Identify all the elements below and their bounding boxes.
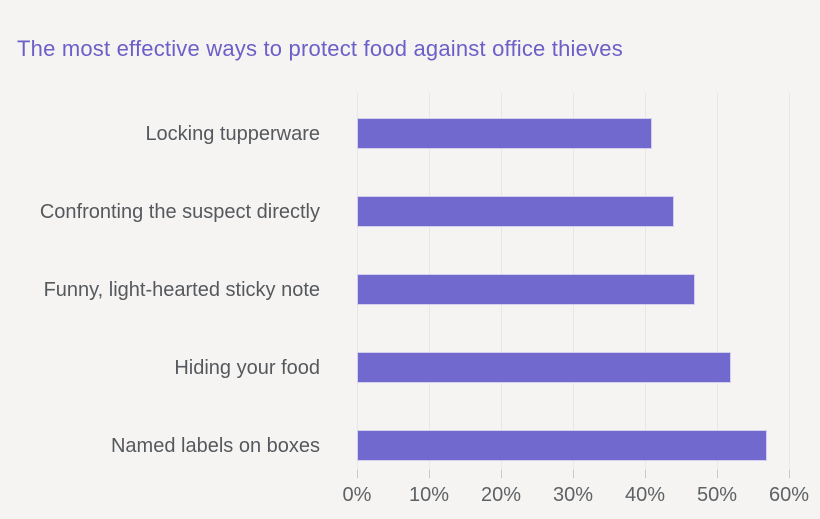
bar bbox=[357, 118, 653, 149]
bar bbox=[357, 352, 732, 383]
axis-tick-label: 60% bbox=[768, 484, 810, 506]
chart-row: Named labels on boxes bbox=[0, 407, 820, 485]
chart-title: The most effective ways to protect food … bbox=[17, 36, 623, 61]
chart-row: Funny, light-hearted sticky note bbox=[0, 251, 820, 329]
axis-tick-label: 40% bbox=[624, 484, 666, 506]
axis-tick bbox=[717, 470, 718, 478]
axis-tick-label: 20% bbox=[480, 484, 522, 506]
gridline bbox=[717, 93, 718, 470]
axis-tick bbox=[573, 470, 574, 478]
bar bbox=[357, 430, 768, 461]
chart-row: Locking tupperware bbox=[0, 95, 820, 173]
chart-row: Confronting the suspect directly bbox=[0, 173, 820, 251]
category-label: Funny, light-hearted sticky note bbox=[43, 278, 320, 301]
axis-tick bbox=[357, 470, 358, 478]
axis-tick-label: 30% bbox=[552, 484, 594, 506]
category-label: Named labels on boxes bbox=[110, 434, 320, 457]
bar bbox=[357, 196, 674, 227]
axis-tick bbox=[429, 470, 430, 478]
chart-row: Hiding your food bbox=[0, 329, 820, 407]
category-label: Confronting the suspect directly bbox=[39, 200, 320, 223]
category-label: Locking tupperware bbox=[145, 122, 320, 145]
axis-tick-label: 50% bbox=[696, 484, 738, 506]
bar bbox=[357, 274, 696, 305]
gridline bbox=[789, 93, 790, 470]
axis-tick bbox=[789, 470, 790, 478]
axis-tick bbox=[501, 470, 502, 478]
axis-tick-label: 0% bbox=[342, 484, 372, 506]
axis-tick bbox=[645, 470, 646, 478]
category-label: Hiding your food bbox=[174, 356, 320, 379]
axis-tick-label: 10% bbox=[408, 484, 450, 506]
